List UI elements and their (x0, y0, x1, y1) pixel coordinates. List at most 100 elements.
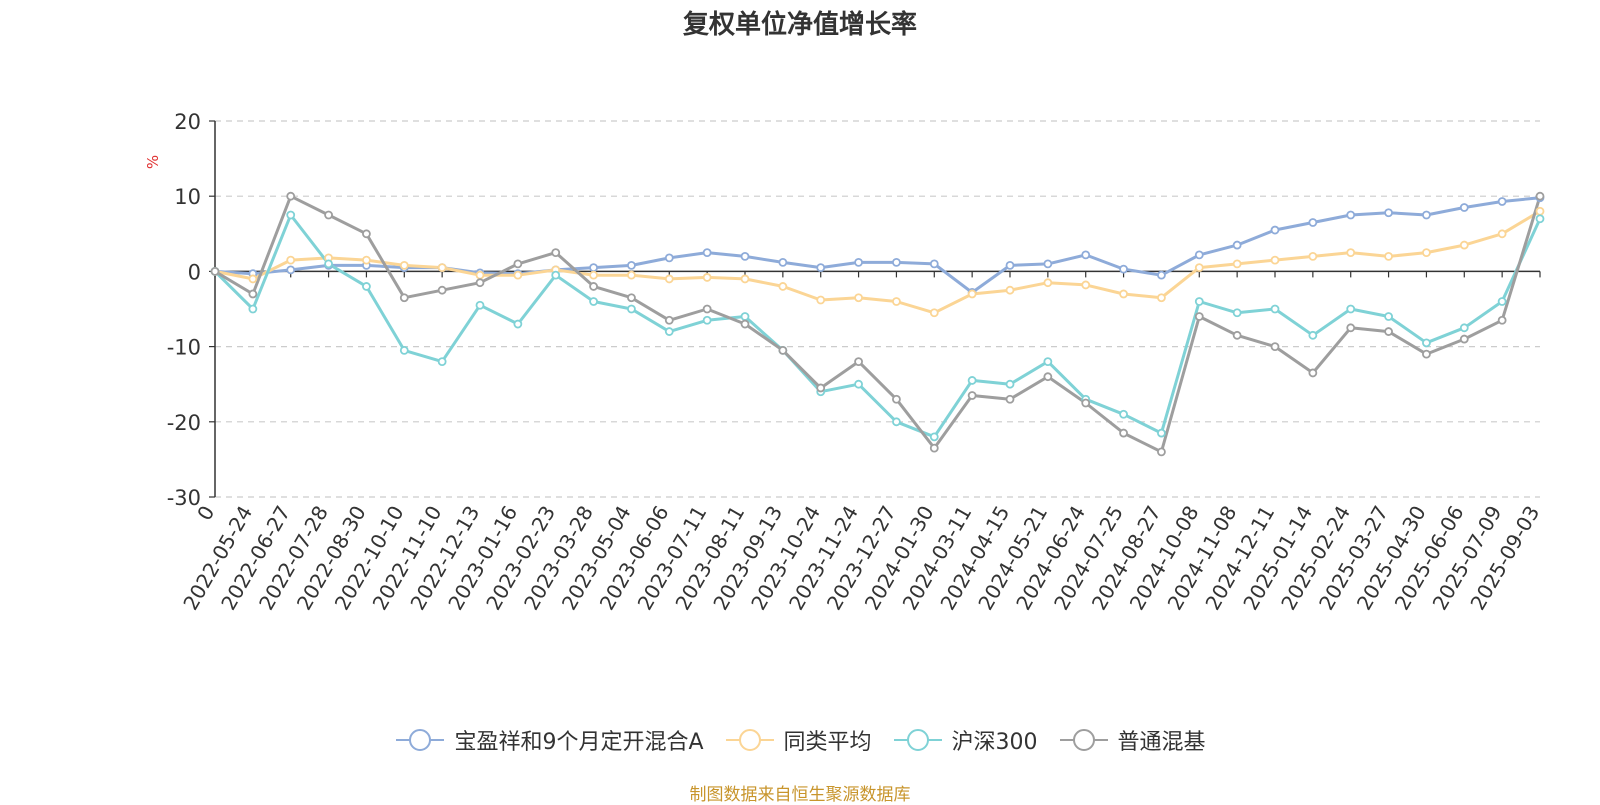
data-point (286, 191, 296, 201)
data-point (399, 345, 409, 355)
legend-label: 普通混基 (1117, 730, 1206, 755)
legend-marker-icon (396, 729, 445, 751)
data-point (475, 300, 485, 310)
data-point (740, 274, 750, 284)
data-point (210, 266, 220, 276)
data-point (1043, 278, 1053, 288)
data-point (1497, 297, 1507, 306)
series-line (213, 213, 1542, 439)
data-point (1119, 409, 1128, 419)
data-point (1270, 304, 1280, 314)
data-point (1459, 323, 1469, 333)
data-point (1194, 312, 1204, 321)
data-point (627, 293, 636, 303)
data-point (892, 297, 901, 306)
data-point (1005, 260, 1015, 270)
data-point (248, 289, 258, 299)
data-point (362, 282, 371, 291)
data-point (1232, 330, 1242, 340)
data-point (1308, 251, 1318, 261)
data-point (702, 273, 712, 282)
x-tick-label: 0 (192, 502, 219, 525)
data-point (362, 255, 371, 265)
data-point (1422, 210, 1431, 220)
data-point (929, 432, 939, 442)
legend-item[interactable]: 宝盈祥和9个月定开混合A (394, 724, 704, 756)
data-point (1119, 264, 1128, 274)
legend: 宝盈祥和9个月定开混合A 同类平均 沪深300 普通混基 (0, 724, 1600, 756)
data-point (1459, 240, 1469, 250)
legend-item[interactable]: 同类平均 (724, 724, 872, 756)
legend-label: 宝盈祥和9个月定开混合A (454, 730, 704, 755)
data-point (589, 297, 598, 306)
data-point (1005, 379, 1015, 389)
data-point (1422, 248, 1431, 258)
data-point (816, 383, 826, 393)
data-point (513, 259, 523, 269)
data-point (1308, 330, 1318, 340)
data-point (627, 260, 636, 270)
source-note: 制图数据来自恒生聚源数据库 (689, 785, 911, 805)
data-point (702, 315, 712, 325)
data-point (1232, 308, 1242, 318)
data-point (1119, 289, 1128, 299)
data-point (1497, 315, 1507, 325)
data-point (1422, 338, 1431, 348)
legend-item[interactable]: 沪深300 (892, 724, 1038, 756)
data-point (589, 282, 598, 291)
data-point (740, 319, 750, 329)
data-point (399, 293, 409, 303)
data-point (1081, 280, 1091, 290)
data-point (664, 274, 674, 284)
data-point (1270, 342, 1280, 352)
legend-item[interactable]: 普通混基 (1058, 724, 1206, 756)
y-tick-label: 0 (188, 260, 201, 284)
data-point (816, 263, 826, 273)
data-point (1497, 229, 1507, 239)
data-point (1497, 197, 1507, 206)
data-point (778, 345, 788, 355)
data-point (513, 319, 523, 329)
data-point (475, 278, 485, 288)
data-point (1346, 210, 1356, 220)
data-point (892, 394, 901, 404)
data-point (627, 270, 636, 280)
data-point (286, 265, 296, 275)
data-point (513, 270, 523, 280)
data-point (1270, 225, 1280, 235)
data-point (1081, 250, 1091, 260)
data-point (664, 327, 674, 336)
y-axis-label: % (144, 155, 162, 169)
data-point (437, 285, 447, 295)
data-point (1346, 248, 1356, 258)
data-point (362, 229, 371, 239)
legend-marker-icon (893, 729, 942, 751)
data-point (1384, 208, 1393, 218)
y-tick-label: -20 (167, 411, 201, 435)
data-point (399, 260, 409, 270)
grid-lines (215, 120, 1540, 498)
data-point (1005, 285, 1015, 295)
series-line (214, 194, 1542, 454)
data-point (248, 274, 258, 284)
data-point (1459, 203, 1469, 212)
series-points (210, 191, 1545, 457)
data-point (1459, 334, 1469, 344)
data-point (1270, 255, 1280, 265)
data-point (740, 251, 750, 261)
data-point (1043, 357, 1053, 367)
y-tick-label: -10 (167, 336, 201, 360)
legend-marker-icon (725, 729, 774, 751)
data-point (664, 315, 674, 325)
tick-labels: 20100-10-20-30%02022-05-242022-06-272022… (144, 110, 1544, 614)
legend-marker-icon (1059, 729, 1108, 751)
data-point (1232, 259, 1242, 269)
data-point (1535, 214, 1545, 224)
axes (209, 120, 1541, 498)
data-point (816, 295, 826, 305)
data-point (1194, 297, 1204, 306)
chart-title: 复权单位净值增长率 (682, 10, 917, 40)
data-point (929, 443, 939, 453)
data-point (740, 312, 750, 321)
data-point (1422, 349, 1431, 359)
